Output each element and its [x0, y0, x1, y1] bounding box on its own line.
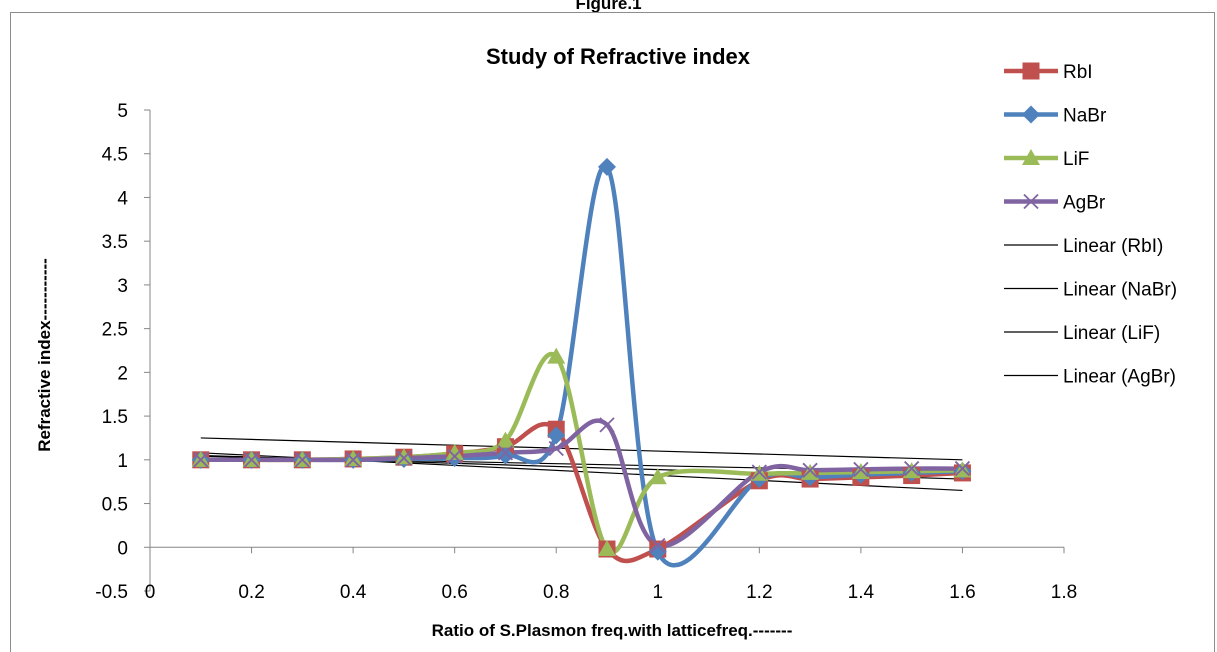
data-point-lif — [648, 468, 667, 485]
series-lines — [200, 163, 963, 568]
y-tick-label: 3.5 — [102, 232, 128, 253]
legend-label: Linear (NaBr) — [1063, 280, 1177, 301]
y-tick-label: 4.5 — [102, 145, 128, 166]
data-point-agbr — [294, 452, 310, 468]
data-point-agbr — [497, 445, 514, 461]
data-point-lif — [547, 347, 566, 364]
data-point-agbr — [193, 452, 209, 468]
data-point-agbr — [751, 464, 767, 480]
x-tick-label: 1.2 — [746, 582, 772, 603]
y-axis-label: Refractive index----------- — [35, 258, 54, 452]
legend-label: NaBr — [1063, 106, 1107, 127]
data-point-lif — [496, 431, 515, 448]
data-point-lif — [344, 449, 363, 466]
y-tick-label: 5 — [117, 101, 128, 122]
data-point-agbr — [904, 460, 920, 477]
x-tick-label: 1.8 — [1051, 582, 1077, 603]
x-tick-labels: 0 0.2 0.4 0.6 0.8 1 1.2 1.4 1.6 1.8 — [145, 582, 1078, 603]
x-tick-label: 1.6 — [949, 582, 975, 603]
x-tick-label: 0 — [145, 582, 156, 603]
series-line-nabr — [200, 163, 963, 568]
series-line-lif — [200, 351, 963, 555]
data-point-agbr — [447, 448, 463, 464]
legend-marker-nabr — [1022, 105, 1040, 124]
data-point-agbr — [396, 450, 412, 466]
series-line-agbr — [200, 418, 963, 549]
chart-frame — [10, 12, 1215, 652]
y-tick-label: 0 — [117, 538, 128, 559]
axes — [144, 109, 1065, 592]
data-point-agbr — [243, 452, 260, 468]
data-point-lif — [445, 443, 464, 460]
x-tick-label: 0.6 — [441, 582, 467, 603]
data-point-nabr — [598, 157, 616, 176]
legend-label: LiF — [1063, 149, 1089, 170]
data-point-agbr — [853, 461, 869, 478]
legend-marker-lif — [1022, 149, 1040, 165]
data-point-nabr — [648, 542, 667, 561]
data-point-lif — [394, 448, 413, 465]
data-point-lif — [598, 540, 616, 557]
data-point-nabr — [547, 426, 566, 445]
x-tick-label: 0.8 — [543, 582, 569, 603]
y-tick-labels: -0.5 0 0.5 1 1.5 2 2.5 3 3.5 4 4.5 5 — [95, 101, 128, 603]
legend-label: Linear (AgBr) — [1063, 367, 1176, 388]
series-markers — [191, 157, 972, 561]
data-point-agbr — [345, 452, 361, 468]
data-point-agbr — [802, 462, 818, 478]
data-point-agbr — [650, 537, 666, 554]
legend-label: AgBr — [1063, 193, 1106, 214]
legend-marker-rbi — [1022, 62, 1040, 80]
y-tick-label: 2.5 — [102, 320, 128, 341]
y-tick-label: 4 — [117, 188, 128, 209]
legend-label: Linear (LiF) — [1063, 323, 1160, 344]
data-point-nabr — [496, 446, 515, 465]
y-tick-label: 2 — [117, 363, 128, 384]
x-tick-label: 1.4 — [848, 582, 875, 603]
data-point-agbr — [954, 460, 971, 477]
legend-marker-agbr — [1023, 193, 1039, 210]
legend-label: Linear (RbI) — [1063, 236, 1163, 257]
y-tick-label: -0.5 — [95, 582, 128, 603]
y-tick-label: 0.5 — [102, 495, 128, 516]
x-tick-label: 0.2 — [238, 582, 264, 603]
x-tick-label: 0.4 — [340, 582, 367, 603]
data-point-agbr — [599, 417, 615, 433]
y-tick-label: 3 — [117, 276, 128, 297]
x-axis-label: Ratio of S.Plasmon freq.with latticefreq… — [432, 621, 793, 640]
legend: RbI NaBr LiF AgBr Linear (RbI) Linear (NaBr) L… — [1004, 62, 1177, 388]
data-point-agbr — [548, 440, 564, 457]
y-tick-label: 1 — [117, 451, 128, 472]
chart-title: Study of Refractive index — [486, 44, 751, 69]
legend-label: RbI — [1063, 62, 1093, 83]
figure-caption: Figure.1 — [575, 0, 642, 13]
x-tick-label: 1 — [652, 582, 663, 603]
y-tick-label: 1.5 — [102, 407, 128, 428]
